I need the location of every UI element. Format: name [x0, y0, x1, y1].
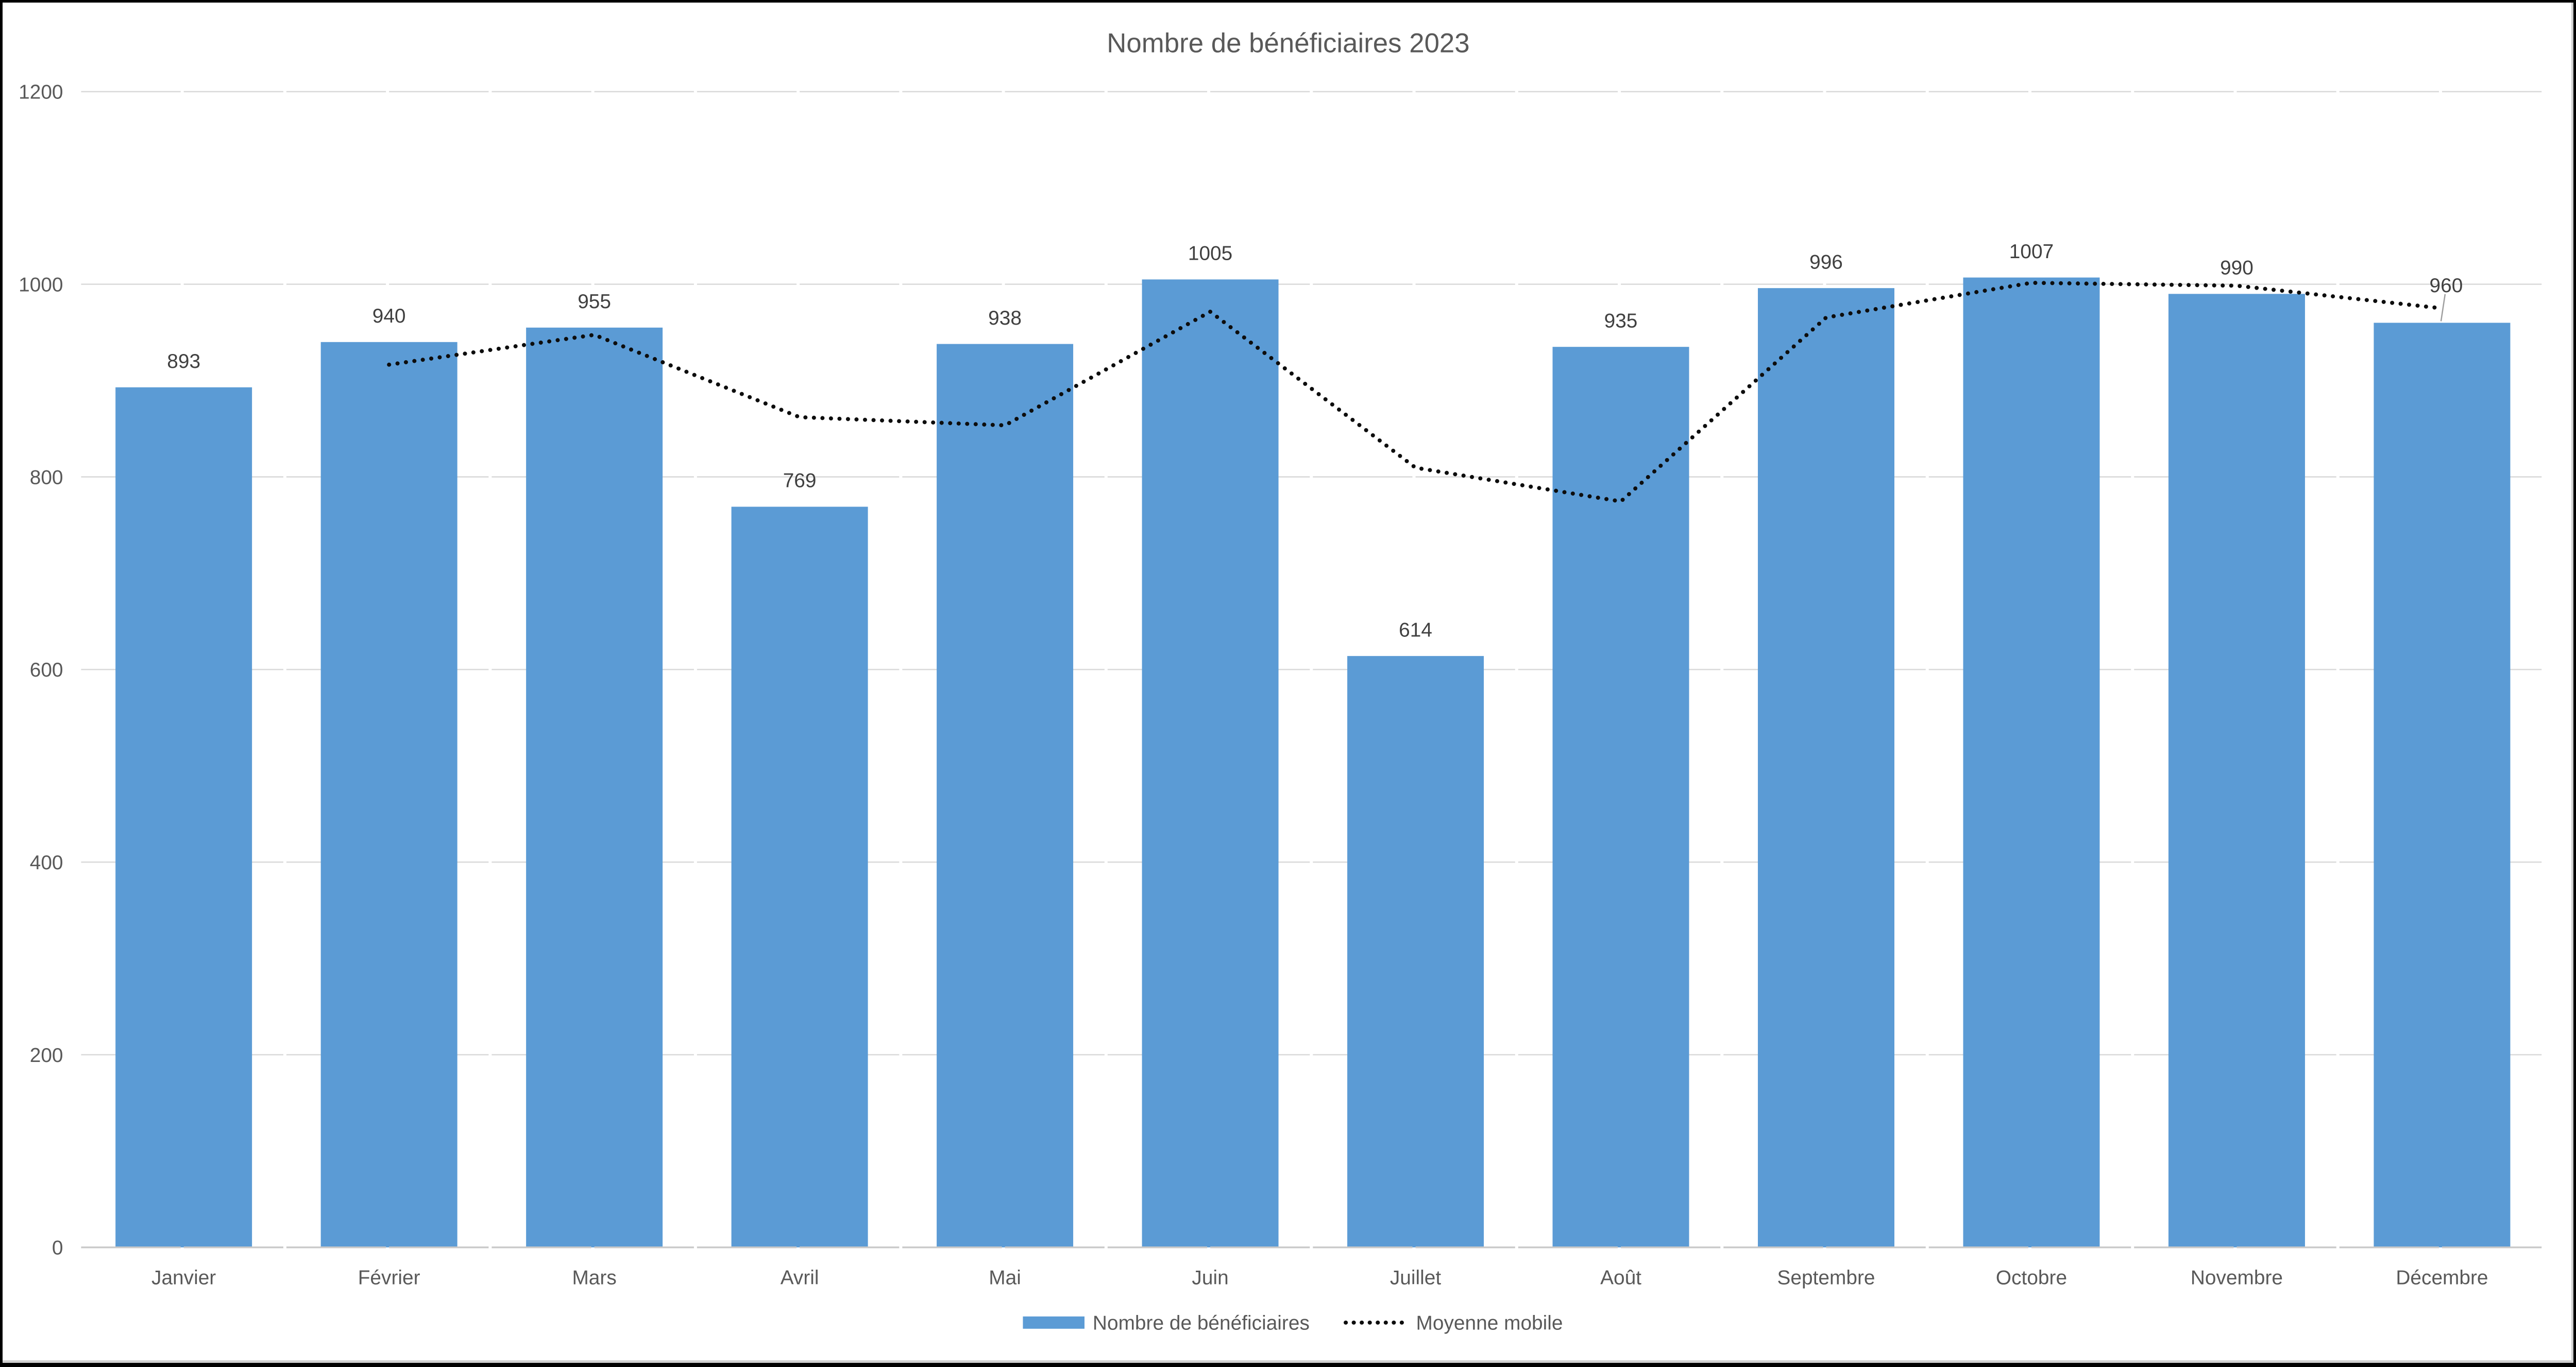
- legend: Nombre de bénéficiaires Moyenne mobile: [1023, 1312, 1563, 1335]
- data-label-fevrier: 940: [372, 305, 406, 327]
- y-tick-label-800: 800: [30, 466, 63, 488]
- bar-juillet[interactable]: [1347, 656, 1484, 1247]
- x-tick-label-avril[interactable]: Avril: [781, 1267, 819, 1289]
- bar-novembre[interactable]: [2168, 294, 2305, 1247]
- data-label-aout: 935: [1604, 310, 1638, 332]
- x-tick-label-aout[interactable]: Août: [1600, 1267, 1641, 1289]
- data-label-avril: 769: [783, 470, 817, 492]
- x-tick-label-decembre[interactable]: Décembre: [2396, 1267, 2488, 1289]
- x-tick-label-juillet[interactable]: Juillet: [1390, 1267, 1442, 1289]
- gridlines-layer: 0 200 400 600 800 1000 1200: [19, 81, 2545, 1259]
- data-label-novembre: 990: [2220, 257, 2253, 279]
- y-tick-label-0: 0: [52, 1237, 63, 1259]
- chart-title: Nombre de bénéficiaires 2023: [1107, 28, 1469, 58]
- legend-bar-label[interactable]: Nombre de bénéficiaires: [1093, 1312, 1310, 1335]
- bars-layer: [115, 277, 2511, 1247]
- data-label-mai: 938: [988, 307, 1022, 329]
- bar-septembre[interactable]: [1758, 288, 1895, 1247]
- data-label-juin: 1005: [1188, 243, 1232, 265]
- data-label-decembre: 960: [2430, 275, 2463, 297]
- x-tick-label-septembre[interactable]: Septembre: [1777, 1267, 1875, 1289]
- x-tick-label-janvier[interactable]: Janvier: [151, 1267, 216, 1289]
- x-tick-label-mars[interactable]: Mars: [572, 1267, 616, 1289]
- bar-mai[interactable]: [937, 344, 1074, 1247]
- bar-mars[interactable]: [526, 327, 663, 1247]
- data-label-juillet: 614: [1399, 619, 1432, 641]
- legend-bar-swatch[interactable]: [1023, 1316, 1084, 1329]
- labels-layer: 893 940 955 769 938 1005 614 935 996 1007 990 960 Ja…: [151, 241, 2488, 1289]
- chart-sheet: Nombre de bénéficiaires 2023 0 200 400 600 8…: [3, 3, 2573, 1363]
- legend-moyenne-label[interactable]: Moyenne mobile: [1416, 1312, 1563, 1335]
- y-tick-label-600: 600: [30, 659, 63, 681]
- bar-fevrier[interactable]: [320, 342, 457, 1247]
- y-tick-label-400: 400: [30, 852, 63, 874]
- y-tick-label-1200: 1200: [19, 81, 63, 104]
- x-tick-label-juin[interactable]: Juin: [1192, 1267, 1228, 1289]
- bar-avril[interactable]: [731, 507, 868, 1247]
- bar-octobre[interactable]: [1963, 277, 2100, 1247]
- x-tick-label-fevrier[interactable]: Février: [358, 1267, 420, 1289]
- x-tick-label-novembre[interactable]: Novembre: [2191, 1267, 2283, 1289]
- bar-juin[interactable]: [1142, 279, 1279, 1247]
- x-tick-label-octobre[interactable]: Octobre: [1996, 1267, 2067, 1289]
- data-label-janvier: 893: [167, 350, 200, 373]
- y-tick-label-1000: 1000: [19, 274, 63, 296]
- bar-aout[interactable]: [1552, 347, 1689, 1247]
- data-label-mars: 955: [578, 291, 611, 313]
- data-label-octobre: 1007: [2009, 241, 2054, 263]
- bar-decembre[interactable]: [2374, 323, 2511, 1247]
- bar-janvier[interactable]: [115, 387, 252, 1247]
- x-tick-label-mai[interactable]: Mai: [989, 1267, 1021, 1289]
- beneficiaries-chart-canvas: Nombre de bénéficiaires 2023 0 200 400 600 8…: [3, 3, 2571, 1361]
- y-tick-label-200: 200: [30, 1044, 63, 1067]
- data-label-septembre: 996: [1809, 251, 1843, 273]
- data-label-leader-line: [2440, 294, 2446, 322]
